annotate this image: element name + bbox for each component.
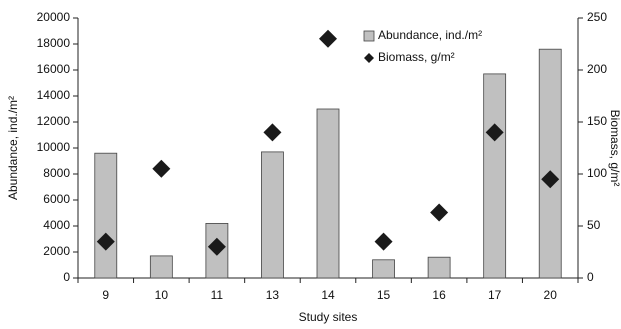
- x-tick-label: 14: [321, 288, 335, 302]
- x-tick-label: 10: [155, 288, 169, 302]
- biomass-marker: [485, 123, 504, 142]
- x-tick-label: 17: [488, 288, 502, 302]
- y-tick-label: 2000: [43, 244, 70, 258]
- bar: [483, 73, 507, 279]
- biomass-marker: [96, 232, 115, 251]
- bar: [427, 256, 451, 279]
- biomass-marker: [207, 237, 226, 256]
- y-tick-label: 4000: [43, 218, 70, 232]
- x-tick-label: 20: [544, 288, 558, 302]
- x-tick-label: 16: [432, 288, 446, 302]
- legend-label: Biomass, g/m²: [378, 50, 455, 64]
- biomass-marker: [541, 170, 560, 189]
- x-axis-title: Study sites: [299, 310, 358, 324]
- legend-swatch: [364, 53, 374, 63]
- legend-swatch: [363, 30, 375, 42]
- y2-tick-label: 50: [587, 218, 601, 232]
- y-tick-label: 6000: [43, 192, 70, 206]
- y-tick-label: 8000: [43, 166, 70, 180]
- biomass-marker: [263, 123, 282, 142]
- bar: [538, 48, 562, 279]
- y2-tick-label: 150: [587, 114, 607, 128]
- y2-axis-title: Biomass, g/m²: [608, 110, 621, 187]
- bar: [316, 108, 340, 279]
- y2-tick-label: 250: [587, 10, 607, 24]
- y-tick-label: 0: [63, 270, 70, 284]
- y2-tick-label: 100: [587, 166, 607, 180]
- bar: [94, 152, 118, 279]
- legend-label: Abundance, ind./m²: [378, 28, 482, 42]
- biomass-marker: [319, 29, 337, 48]
- biomass-marker: [430, 203, 449, 222]
- y-axis-title: Abundance, ind./m²: [6, 96, 20, 200]
- bar: [149, 255, 173, 279]
- y-tick-label: 14000: [37, 88, 71, 102]
- biomass-marker: [374, 232, 393, 251]
- y-tick-label: 20000: [37, 10, 71, 24]
- bar: [261, 151, 284, 279]
- y-tick-label: 12000: [37, 114, 71, 128]
- y-tick-label: 10000: [37, 140, 71, 154]
- y2-tick-label: 0: [587, 270, 594, 284]
- y-tick-label: 18000: [37, 36, 71, 50]
- biomass-marker: [152, 159, 171, 178]
- x-tick-label: 9: [102, 288, 109, 302]
- x-tick-label: 11: [211, 288, 224, 302]
- y-tick-label: 16000: [37, 62, 71, 76]
- x-tick-label: 15: [377, 288, 391, 302]
- y2-tick-label: 200: [587, 62, 607, 76]
- bar: [372, 259, 395, 279]
- x-tick-label: 13: [266, 288, 280, 302]
